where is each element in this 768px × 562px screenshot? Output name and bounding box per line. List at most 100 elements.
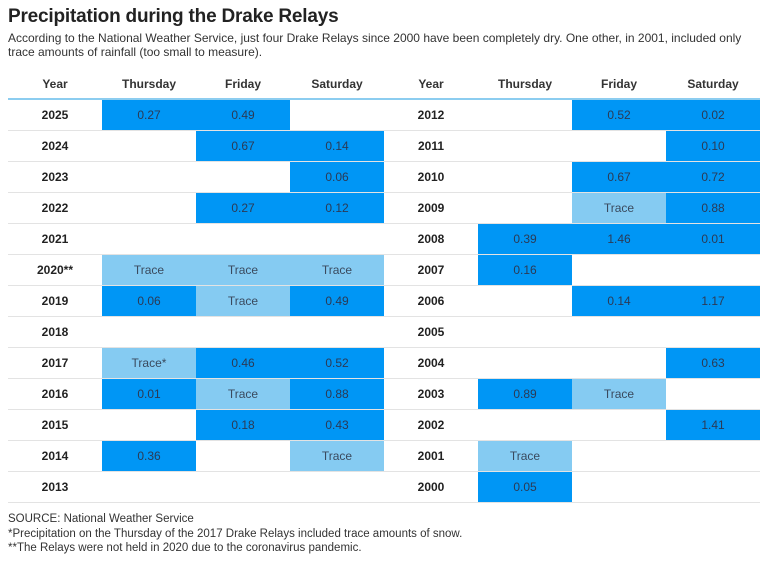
saturday-value-cell: 0.14 <box>290 131 384 161</box>
saturday-value-cell: 0.02 <box>666 100 760 130</box>
friday-value-cell <box>572 410 666 440</box>
chart-subtitle: According to the National Weather Servic… <box>8 31 742 59</box>
friday-value-cell <box>196 472 290 502</box>
thursday-value-cell <box>102 472 196 502</box>
table-row: 2016 0.01 Trace 0.88 <box>8 379 384 410</box>
year-cell: 2000 <box>417 480 445 494</box>
thursday-value-cell: 0.27 <box>102 100 196 130</box>
table-row: 2022 0.27 0.12 <box>8 193 384 224</box>
year-cell: 2018 <box>41 325 69 339</box>
friday-value-cell: 1.46 <box>572 224 666 254</box>
table-row: 2010 0.67 0.72 <box>384 162 760 193</box>
saturday-value-cell: 0.43 <box>290 410 384 440</box>
friday-value-cell: 0.67 <box>196 131 290 161</box>
year-cell: 2007 <box>417 263 445 277</box>
header-saturday-left: Saturday <box>311 77 363 91</box>
saturday-value-cell <box>666 441 760 471</box>
friday-value-cell: 0.18 <box>196 410 290 440</box>
year-cell: 2005 <box>417 325 445 339</box>
saturday-value-cell <box>666 317 760 347</box>
thursday-value-cell: 0.05 <box>478 472 572 502</box>
year-cell: 2010 <box>417 170 445 184</box>
saturday-value-cell: 0.49 <box>290 286 384 316</box>
friday-value-cell: Trace <box>572 379 666 409</box>
thursday-value-cell <box>478 100 572 130</box>
friday-value-cell: 0.49 <box>196 100 290 130</box>
year-cell: 2021 <box>41 232 69 246</box>
thursday-value-cell: Trace <box>102 255 196 285</box>
thursday-value-cell: Trace <box>478 441 572 471</box>
friday-value-cell: 0.14 <box>572 286 666 316</box>
saturday-value-cell: 0.63 <box>666 348 760 378</box>
table-header: Year Thursday Friday Saturday Year Thurs… <box>8 74 760 98</box>
table-row: 2008 0.39 1.46 0.01 <box>384 224 760 255</box>
year-cell: 2016 <box>41 387 69 401</box>
saturday-value-cell <box>290 472 384 502</box>
thursday-value-cell: 0.89 <box>478 379 572 409</box>
thursday-value-cell: 0.36 <box>102 441 196 471</box>
year-cell: 2008 <box>417 232 445 246</box>
table-row: 2025 0.27 0.49 <box>8 100 384 131</box>
thursday-value-cell <box>102 162 196 192</box>
table-row: 2000 0.05 <box>384 472 760 503</box>
friday-value-cell <box>572 131 666 161</box>
year-cell: 2025 <box>41 108 69 122</box>
table-row: 2001 Trace <box>384 441 760 472</box>
friday-value-cell: 0.27 <box>196 193 290 223</box>
table-row: 2013 <box>8 472 384 503</box>
saturday-value-cell: 0.52 <box>290 348 384 378</box>
thursday-value-cell <box>478 131 572 161</box>
friday-value-cell <box>196 224 290 254</box>
saturday-value-cell <box>290 224 384 254</box>
friday-value-cell: Trace <box>196 379 290 409</box>
year-cell: 2006 <box>417 294 445 308</box>
saturday-value-cell <box>666 255 760 285</box>
saturday-value-cell: 0.06 <box>290 162 384 192</box>
table-row: 2023 0.06 <box>8 162 384 193</box>
friday-value-cell: Trace <box>572 193 666 223</box>
friday-value-cell <box>572 317 666 347</box>
saturday-value-cell: 0.88 <box>290 379 384 409</box>
friday-value-cell <box>196 441 290 471</box>
table-row: 2018 <box>8 317 384 348</box>
thursday-value-cell: 0.01 <box>102 379 196 409</box>
table-row: 2004 0.63 <box>384 348 760 379</box>
header-year-right: Year <box>418 77 444 91</box>
thursday-value-cell <box>478 410 572 440</box>
year-cell: 2001 <box>417 449 445 463</box>
friday-value-cell: 0.67 <box>572 162 666 192</box>
table-row: 2019 0.06 Trace 0.49 <box>8 286 384 317</box>
friday-value-cell <box>572 472 666 502</box>
table-row: 2002 1.41 <box>384 410 760 441</box>
thursday-value-cell <box>102 224 196 254</box>
thursday-value-cell <box>478 193 572 223</box>
header-thursday-left: Thursday <box>121 77 176 91</box>
header-year-left: Year <box>42 77 68 91</box>
saturday-value-cell: Trace <box>290 441 384 471</box>
saturday-value-cell: 0.72 <box>666 162 760 192</box>
thursday-value-cell: Trace* <box>102 348 196 378</box>
year-cell: 2017 <box>41 356 69 370</box>
table-row: 2015 0.18 0.43 <box>8 410 384 441</box>
year-cell: 2012 <box>417 108 445 122</box>
saturday-value-cell: 1.41 <box>666 410 760 440</box>
friday-value-cell: Trace <box>196 286 290 316</box>
saturday-value-cell: 0.12 <box>290 193 384 223</box>
table-right: 2012 0.52 0.02 2011 0.10 2010 0.67 0.72 2009 Trac… <box>384 100 760 503</box>
table-row: 2021 <box>8 224 384 255</box>
saturday-value-cell: 0.10 <box>666 131 760 161</box>
table-row: 2020** Trace Trace Trace <box>8 255 384 286</box>
friday-value-cell <box>572 441 666 471</box>
year-cell: 2023 <box>41 170 69 184</box>
table-row: 2024 0.67 0.14 <box>8 131 384 162</box>
footnote-snow: *Precipitation on the Thursday of the 20… <box>8 527 463 540</box>
thursday-value-cell <box>478 348 572 378</box>
year-cell: 2004 <box>417 356 445 370</box>
saturday-value-cell <box>290 100 384 130</box>
year-cell: 2014 <box>41 449 69 463</box>
year-cell: 2009 <box>417 201 445 215</box>
thursday-value-cell <box>102 317 196 347</box>
table-row: 2017 Trace* 0.46 0.52 <box>8 348 384 379</box>
thursday-value-cell <box>478 162 572 192</box>
friday-value-cell <box>196 162 290 192</box>
